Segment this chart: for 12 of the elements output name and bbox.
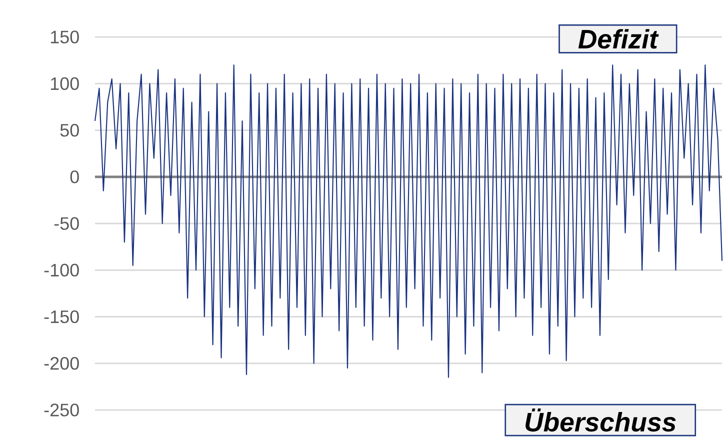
y-tick-label: -150 [44,310,79,324]
y-tick-label: -250 [44,404,79,416]
line-series [94,64,723,378]
y-tick-label: 100 [50,77,79,90]
y-tick-label: -100 [44,264,79,276]
annotation: Überschuss [526,408,676,432]
y-tick-label: -50 [54,217,79,230]
y-tick-label: 50 [60,124,79,137]
annotation: Defizit [578,29,659,49]
y-tick-label: 0 [70,170,79,184]
y-tick-label: 150 [50,30,79,44]
y-tick-label: -200 [44,357,79,370]
